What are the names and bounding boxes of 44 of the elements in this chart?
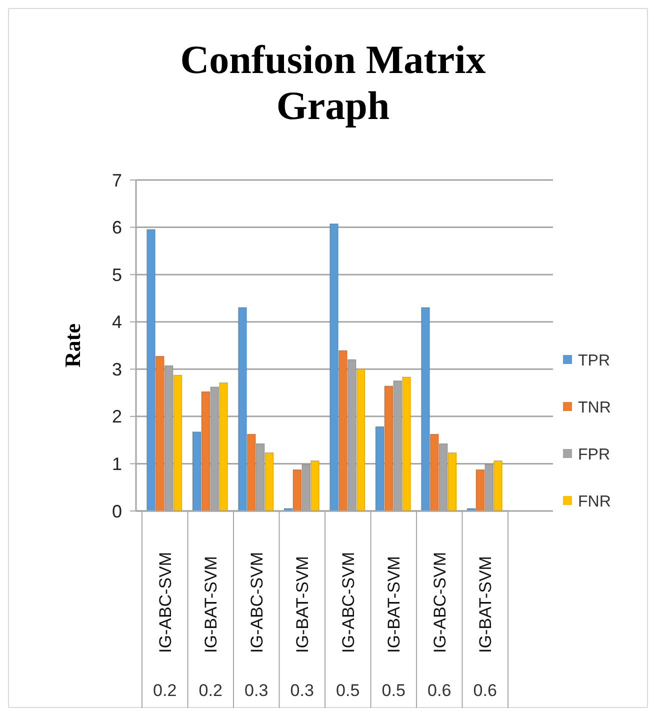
y-tick-label: 0 (112, 501, 122, 522)
bar (384, 386, 393, 512)
bar (156, 356, 164, 512)
bar (310, 460, 320, 512)
bar (356, 368, 366, 512)
category-label: IG-BAT-SVM 0.2 (198, 556, 222, 700)
bar (292, 470, 302, 512)
legend-label: FPR (578, 446, 610, 464)
category-label: IG-BAT-SVM 0.3 (290, 556, 314, 700)
category-label: IG-ABC-SVM 0.5 (336, 552, 360, 700)
y-tick-label: 5 (112, 264, 122, 285)
chart-title: Confusion Matrix Graph (180, 37, 486, 128)
bar (375, 426, 384, 512)
category-label: IG-BAT-SVM 0.5 (382, 556, 406, 700)
bar (264, 452, 274, 512)
bar (430, 434, 439, 512)
legend-label: FNR (578, 494, 611, 511)
bar (173, 374, 182, 512)
bar (146, 229, 156, 512)
bar (421, 307, 430, 512)
bar (247, 434, 256, 512)
bar (338, 350, 348, 512)
bar (201, 392, 210, 512)
y-tick-label: 7 (112, 170, 122, 190)
y-tick-label: 6 (112, 218, 122, 238)
bar (238, 307, 247, 512)
category-label: IG-ABC-SVM 0.6 (428, 552, 452, 700)
bar (192, 432, 202, 512)
bar (330, 224, 338, 512)
legend-label: TNR (578, 400, 611, 417)
y-tick-label: 2 (112, 406, 122, 427)
y-tick-label: 4 (112, 312, 122, 332)
category-label: IG-ABC-SVM 0.2 (153, 552, 177, 700)
bar (448, 452, 457, 512)
bar (219, 382, 228, 512)
bar (494, 460, 502, 512)
y-tick-label: 3 (112, 359, 122, 380)
bar (476, 470, 484, 512)
category-label: IG-ABC-SVM 0.3 (244, 552, 268, 700)
y-axis-title: Rate (60, 323, 85, 368)
bar (402, 376, 411, 512)
legend-label: TPR (578, 352, 610, 370)
y-tick-label: 1 (112, 454, 122, 474)
category-label: IG-BAT-SVM 0.6 (473, 556, 497, 700)
